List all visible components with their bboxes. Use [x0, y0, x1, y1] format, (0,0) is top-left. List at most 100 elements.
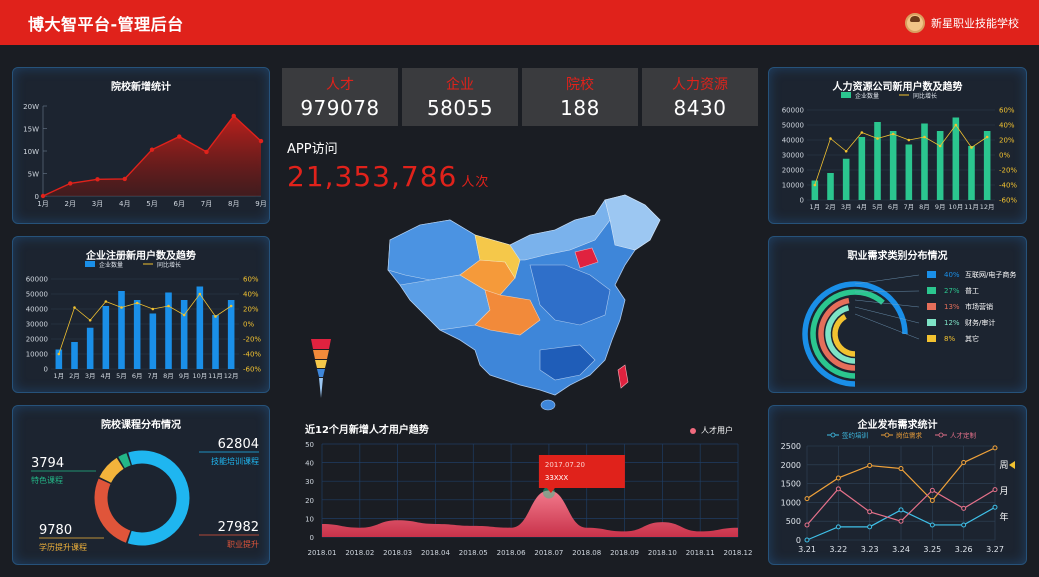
growth-point [120, 306, 123, 309]
stat-card-talent[interactable]: 人才 979078 [282, 68, 398, 126]
slice-percent: 27% [944, 287, 960, 295]
y-tick-label-left: 0 [44, 366, 48, 374]
bar [133, 300, 141, 369]
map-region-central[interactable] [529, 264, 611, 326]
talent-trend-legend[interactable]: 人才用户 [690, 425, 733, 436]
donut-slice [118, 453, 131, 469]
y-tick-label: 20 [305, 497, 314, 505]
x-tick-label: 10月 [948, 203, 963, 211]
school-growth-panel: 院校新增统计 0 5W 10W 15W 20W 1月 2月 3月 4月 5月 6月 7月 8月 9月 [12, 67, 270, 224]
stat-label: 院校 [566, 77, 594, 93]
stat-card-enterprise[interactable]: 企业 58055 [402, 68, 518, 126]
x-tick-label: 8月 [163, 372, 174, 380]
x-tick-label: 11月 [208, 372, 223, 380]
x-tick-label: 12月 [980, 203, 995, 211]
growth-point [938, 144, 942, 148]
ring-leader [854, 299, 920, 308]
legend-label: 岗位需求 [896, 431, 923, 440]
slice-label: 财务/审计 [965, 318, 995, 327]
y-tick-label-left: 0 [800, 197, 804, 205]
x-tick-label: 7月 [201, 200, 212, 208]
app-title: 博大智平台-管理后台 [28, 14, 184, 34]
map-region-hainan[interactable] [540, 399, 556, 411]
y-tick-label-left: 60000 [782, 107, 804, 115]
x-tick-label: 2月 [69, 372, 80, 380]
x-tick-label: 2018.12 [724, 549, 753, 557]
stat-card-hr[interactable]: 人力资源 8430 [642, 68, 758, 126]
side-label[interactable]: 月 [999, 486, 1008, 497]
x-tick-label: 2018.07 [534, 549, 563, 557]
x-tick-label: 7月 [148, 372, 159, 380]
data-point [961, 522, 967, 528]
legend-marker [938, 432, 944, 438]
side-label[interactable]: 年 [999, 511, 1008, 523]
data-point [898, 507, 904, 513]
growth-point [167, 304, 170, 308]
tooltip-value: 33XXX [545, 474, 568, 482]
y-tick-label-left: 50000 [782, 122, 804, 130]
x-tick-label: 2018.03 [383, 549, 412, 557]
data-point [867, 463, 873, 469]
avatar[interactable] [905, 12, 925, 33]
x-tick-label: 6月 [174, 200, 185, 208]
x-tick-label: 1月 [37, 200, 48, 208]
bar [196, 286, 204, 369]
ring-leader [854, 274, 920, 285]
side-label[interactable]: 周 [999, 460, 1008, 471]
map-region-guangdong[interactable] [539, 344, 596, 381]
y-tick-label-right: 40% [999, 122, 1015, 130]
growth-point [151, 307, 155, 311]
map-region-taiwan[interactable] [617, 364, 629, 389]
legend-label: 签约培训 [842, 431, 868, 440]
y-tick-label-right: 60% [243, 276, 259, 284]
growth-point [198, 292, 202, 296]
growth-point [923, 135, 926, 139]
data-point [867, 524, 873, 530]
bar [983, 131, 991, 200]
course-dist-title: 院校课程分布情况 [101, 420, 181, 431]
data-point [149, 147, 155, 152]
growth-point [229, 304, 233, 308]
data-point [929, 487, 935, 493]
legend-swatch [927, 271, 936, 278]
x-tick-label: 9月 [255, 200, 266, 208]
data-point [40, 193, 46, 199]
data-point [898, 466, 904, 472]
map-region-northeast[interactable] [604, 194, 661, 251]
x-tick-label: 5月 [146, 200, 157, 208]
y-tick-label: 500 [786, 517, 801, 526]
slice-percent: 8% [944, 335, 955, 343]
legend-swatch [927, 287, 936, 294]
map-region-sichuan[interactable] [474, 289, 541, 336]
x-tick-label: 3.24 [892, 545, 910, 554]
stat-value: 58055 [426, 96, 494, 120]
y-tick-label-left: 30000 [782, 152, 804, 160]
x-tick-label: 2018.04 [421, 549, 450, 557]
ring-arc [818, 297, 856, 371]
enterprise-demand-chart: 签约培训 岗位需求 人才定制 0 500 1000 1500 2000 2500 3.21 3.22… [781, 431, 1015, 554]
course-dist-chart: 62804 技能培训课程 27982 职业提升 9780 学历提升课程 3794 特色课程 [31, 437, 259, 552]
y-tick-label-left: 40000 [26, 306, 48, 314]
x-tick-label: 2018.11 [686, 549, 715, 557]
y-tick-label-right: 0% [999, 152, 1010, 160]
data-point [835, 486, 841, 492]
bar [86, 327, 94, 369]
bar [889, 131, 897, 200]
stat-card-school[interactable]: 院校 188 [522, 68, 638, 126]
y-tick-label-left: 10000 [782, 182, 804, 190]
course-dist-panel: 院校课程分布情况 62804 技能培训课程 27982 职业提升 9780 学历提升课程 3… [12, 405, 270, 565]
y-tick-label: 10 [305, 515, 314, 523]
x-tick-label: 8月 [919, 203, 930, 211]
school-name: 新星职业技能学校 [931, 16, 1019, 30]
y-tick-label-right: -20% [243, 336, 261, 344]
school-account[interactable]: 新星职业技能学校 [905, 12, 1019, 33]
bar [118, 291, 125, 369]
growth-point [182, 313, 186, 317]
legend-swatch [85, 261, 95, 267]
data-point [231, 113, 236, 119]
map-region-beijing[interactable] [574, 247, 599, 269]
china-map[interactable] [380, 190, 670, 420]
growth-point [813, 183, 817, 187]
growth-point [104, 300, 108, 303]
y-tick-label: 5W [28, 171, 39, 179]
